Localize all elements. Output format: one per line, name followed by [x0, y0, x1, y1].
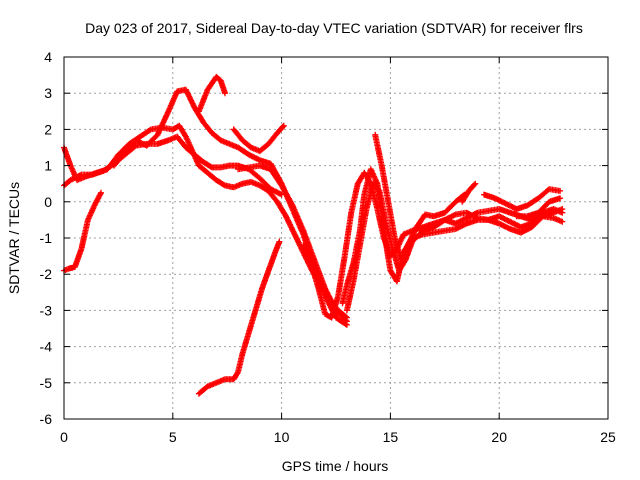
y-axis-label: SDTVAR / TECUs [6, 182, 22, 294]
series-15 [513, 195, 564, 220]
x-tick-label: 0 [60, 429, 68, 445]
series-markers [111, 86, 350, 328]
grid-lines [64, 57, 608, 419]
series-14 [481, 186, 564, 212]
series-markers [235, 162, 350, 325]
series-2 [61, 122, 350, 321]
series-markers [459, 180, 479, 205]
y-tick-label: -5 [40, 375, 53, 391]
x-tick-label: 25 [600, 429, 616, 445]
series-9 [300, 169, 566, 321]
y-tick-label: -1 [40, 230, 53, 246]
series-markers [339, 166, 566, 307]
series-markers [481, 186, 564, 212]
x-tick-label: 5 [169, 429, 177, 445]
series-6 [235, 162, 350, 325]
series-8 [195, 238, 283, 397]
series-markers [372, 131, 468, 263]
series-markers [300, 169, 566, 321]
series-4 [195, 73, 228, 115]
series-markers [195, 73, 228, 115]
axis-ticks: 0 5 10 15 20 25 -6 -5 -4 -3 -2 -1 0 1 2 3 4 [40, 49, 616, 445]
series-12 [372, 131, 468, 263]
y-tick-label: -3 [40, 302, 53, 318]
series-markers [513, 195, 564, 220]
y-tick-label: 2 [44, 121, 52, 137]
y-tick-label: 0 [44, 194, 52, 210]
data-points [61, 73, 566, 397]
x-tick-label: 10 [274, 429, 290, 445]
x-axis-label: GPS time / hours [282, 458, 389, 474]
y-tick-label: 4 [44, 49, 52, 65]
series-markers [230, 122, 287, 155]
series-5 [230, 122, 287, 155]
y-tick-label: -4 [40, 339, 53, 355]
chart-title: Day 023 of 2017, Sidereal Day-to-day VTE… [85, 20, 583, 36]
series-markers [61, 189, 104, 274]
x-tick-label: 20 [491, 429, 507, 445]
series-7 [61, 189, 104, 274]
series-11 [339, 166, 566, 307]
series-markers [195, 238, 283, 397]
series-3 [111, 86, 350, 328]
series-13 [459, 180, 479, 205]
y-tick-label: 1 [44, 158, 52, 174]
series-markers [61, 122, 350, 321]
y-tick-label: 3 [44, 85, 52, 101]
y-tick-label: -2 [40, 266, 53, 282]
x-tick-label: 15 [383, 429, 399, 445]
y-tick-label: -6 [40, 411, 53, 427]
